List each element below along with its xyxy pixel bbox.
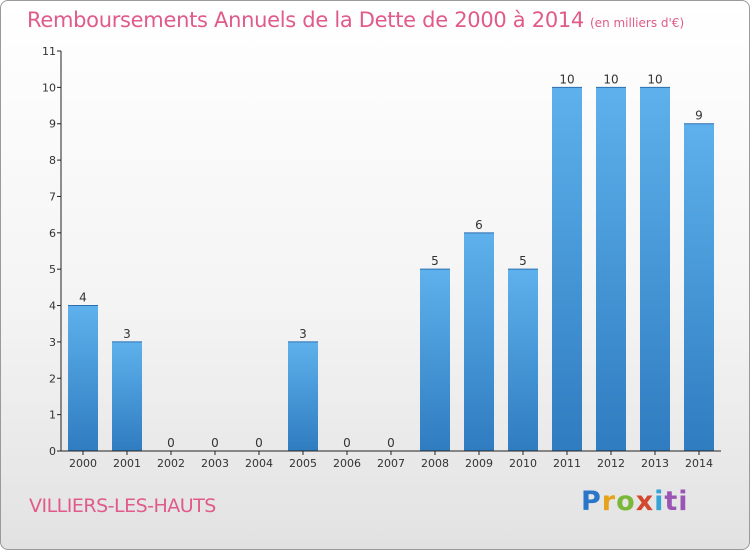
brand-letter: x [635,486,655,517]
bar-2008 [420,269,450,451]
value-label: 6 [475,218,483,232]
y-tick-label: 1 [49,409,56,422]
place-name: VILLIERS-LES-HAUTS [29,495,216,517]
x-tick-label: 2000 [69,457,97,470]
x-tick-label: 2007 [377,457,405,470]
y-tick-label: 0 [49,445,56,458]
bar-2001 [112,341,142,451]
chart-unit: (en milliers d'€) [590,16,685,30]
x-tick-label: 2010 [509,457,537,470]
value-label: 9 [695,109,703,123]
value-label: 0 [211,436,219,450]
bar-2011 [552,87,582,451]
x-tick-label: 2012 [597,457,625,470]
y-tick-label: 11 [42,45,56,58]
x-tick-label: 2004 [245,457,273,470]
value-label: 10 [647,72,662,86]
x-tick-label: 2013 [641,457,669,470]
x-tick-label: 2014 [685,457,713,470]
y-tick-label: 2 [49,372,56,385]
y-tick-label: 8 [49,154,56,167]
value-label: 0 [255,436,263,450]
x-tick-label: 2009 [465,457,493,470]
bar-2009 [464,232,494,451]
brand-letter: r [601,486,617,517]
x-tick-label: 2008 [421,457,449,470]
y-tick-label: 3 [49,336,56,349]
value-label: 3 [123,327,131,341]
value-label: 3 [299,327,307,341]
x-tick-label: 2006 [333,457,361,470]
bar-2000 [68,305,98,451]
x-tick-label: 2011 [553,457,581,470]
y-tick-label: 7 [49,190,56,203]
y-tick-label: 4 [49,300,56,313]
x-tick-label: 2005 [289,457,317,470]
value-label: 4 [79,291,87,305]
brand-letter: i [678,486,689,517]
chart-title-text: Remboursements Annuels de la Dette de 20… [27,8,584,32]
value-label: 0 [387,436,395,450]
x-tick-label: 2002 [157,457,185,470]
chart-title: Remboursements Annuels de la Dette de 20… [27,8,684,32]
brand-letter: o [616,486,636,517]
y-tick-label: 10 [42,81,56,94]
x-tick-label: 2003 [201,457,229,470]
brand-logo: Proxiti [581,486,689,517]
value-label: 5 [519,254,527,268]
y-tick-label: 5 [49,263,56,276]
value-label: 5 [431,254,439,268]
brand-letter: P [581,486,602,517]
value-label: 0 [167,436,175,450]
value-label: 10 [603,72,618,86]
y-tick-label: 6 [49,227,56,240]
y-tick-label: 9 [49,118,56,131]
bar-2010 [508,269,538,451]
value-label: 0 [343,436,351,450]
bar-2014 [684,123,714,452]
bar-2012 [596,87,626,451]
value-label: 10 [559,72,574,86]
bar-2013 [640,87,670,451]
bar-2005 [288,341,318,451]
brand-letter: t [664,486,679,517]
x-tick-label: 2001 [113,457,141,470]
brand-letter: i [654,486,665,517]
